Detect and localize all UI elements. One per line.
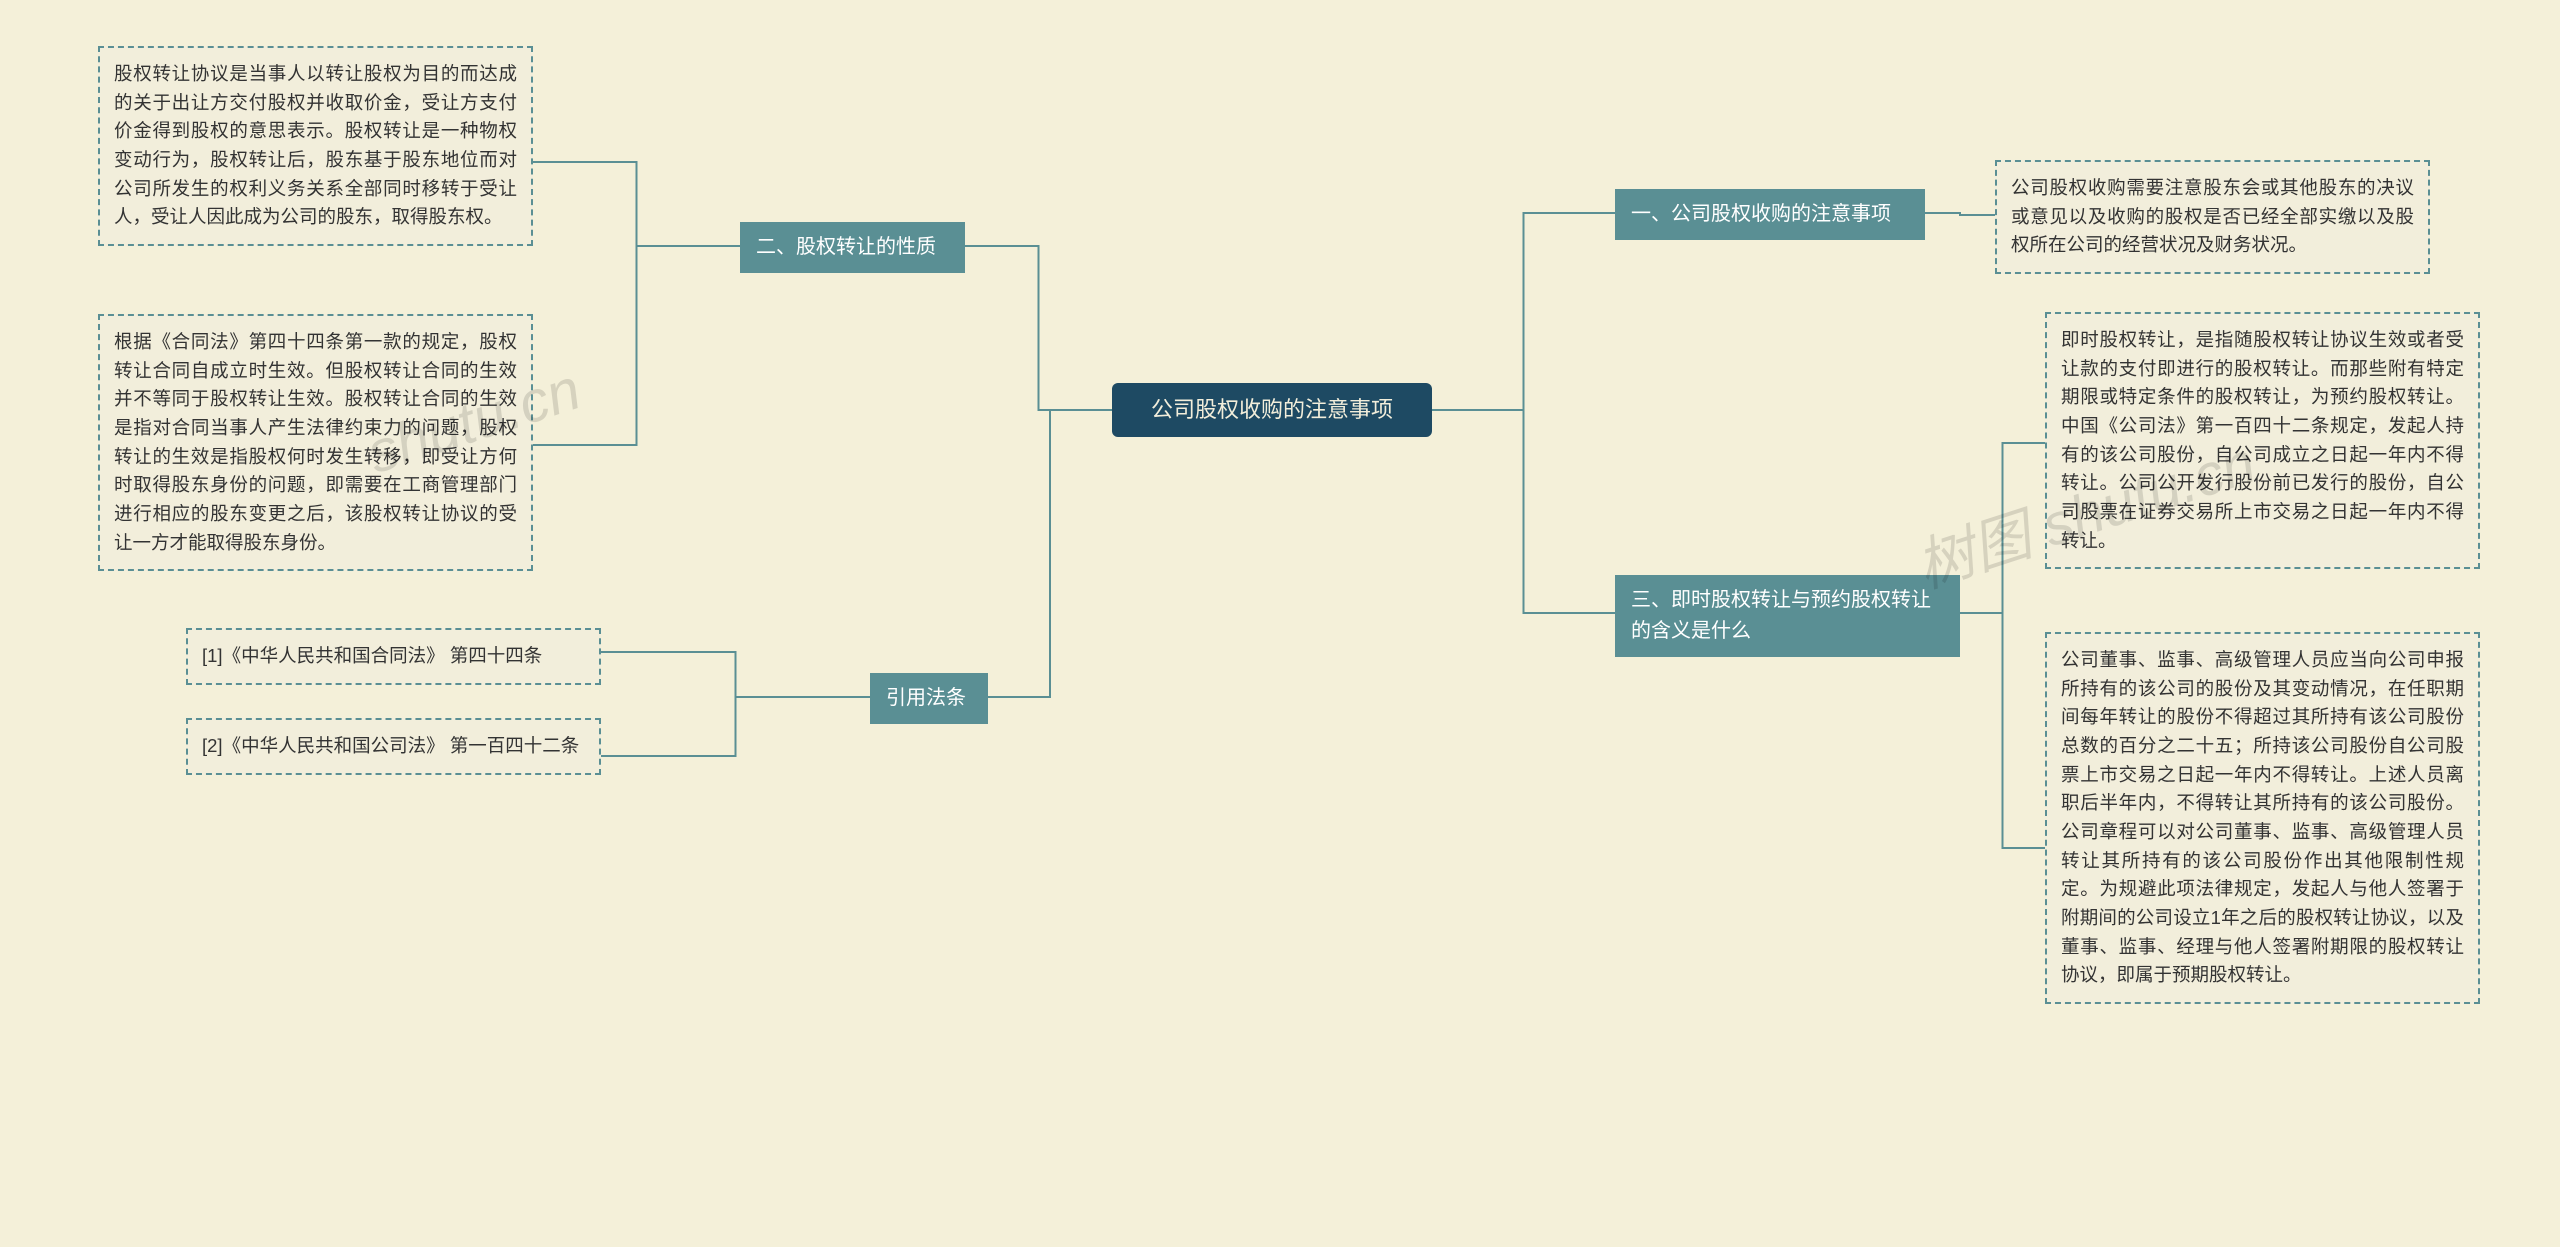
root-node: 公司股权收购的注意事项 [1112,383,1432,437]
leaf-node: 股权转让协议是当事人以转让股权为目的而达成的关于出让方交付股权并收取价金，受让方… [98,46,533,246]
leaf-node: 即时股权转让，是指随股权转让协议生效或者受让款的支付即进行的股权转让。而那些附有… [2045,312,2480,569]
leaf-node: [1]《中华人民共和国合同法》 第四十四条 [186,628,601,685]
leaf-node: 公司董事、监事、高级管理人员应当向公司申报所持有的该公司的股份及其变动情况，在任… [2045,632,2480,1004]
branch-node: 引用法条 [870,673,988,724]
branch-node: 三、即时股权转让与预约股权转让的含义是什么 [1615,575,1960,657]
leaf-node: 根据《合同法》第四十四条第一款的规定，股权转让合同自成立时生效。但股权转让合同的… [98,314,533,571]
mindmap-canvas: 公司股权收购的注意事项 一、公司股权收购的注意事项 公司股权收购需要注意股东会或其他… [0,0,2560,1247]
leaf-node: 公司股权收购需要注意股东会或其他股东的决议或意见以及收购的股权是否已经全部实缴以… [1995,160,2430,274]
leaf-node: [2]《中华人民共和国公司法》 第一百四十二条 [186,718,601,775]
branch-node: 二、股权转让的性质 [740,222,965,273]
branch-node: 一、公司股权收购的注意事项 [1615,189,1925,240]
